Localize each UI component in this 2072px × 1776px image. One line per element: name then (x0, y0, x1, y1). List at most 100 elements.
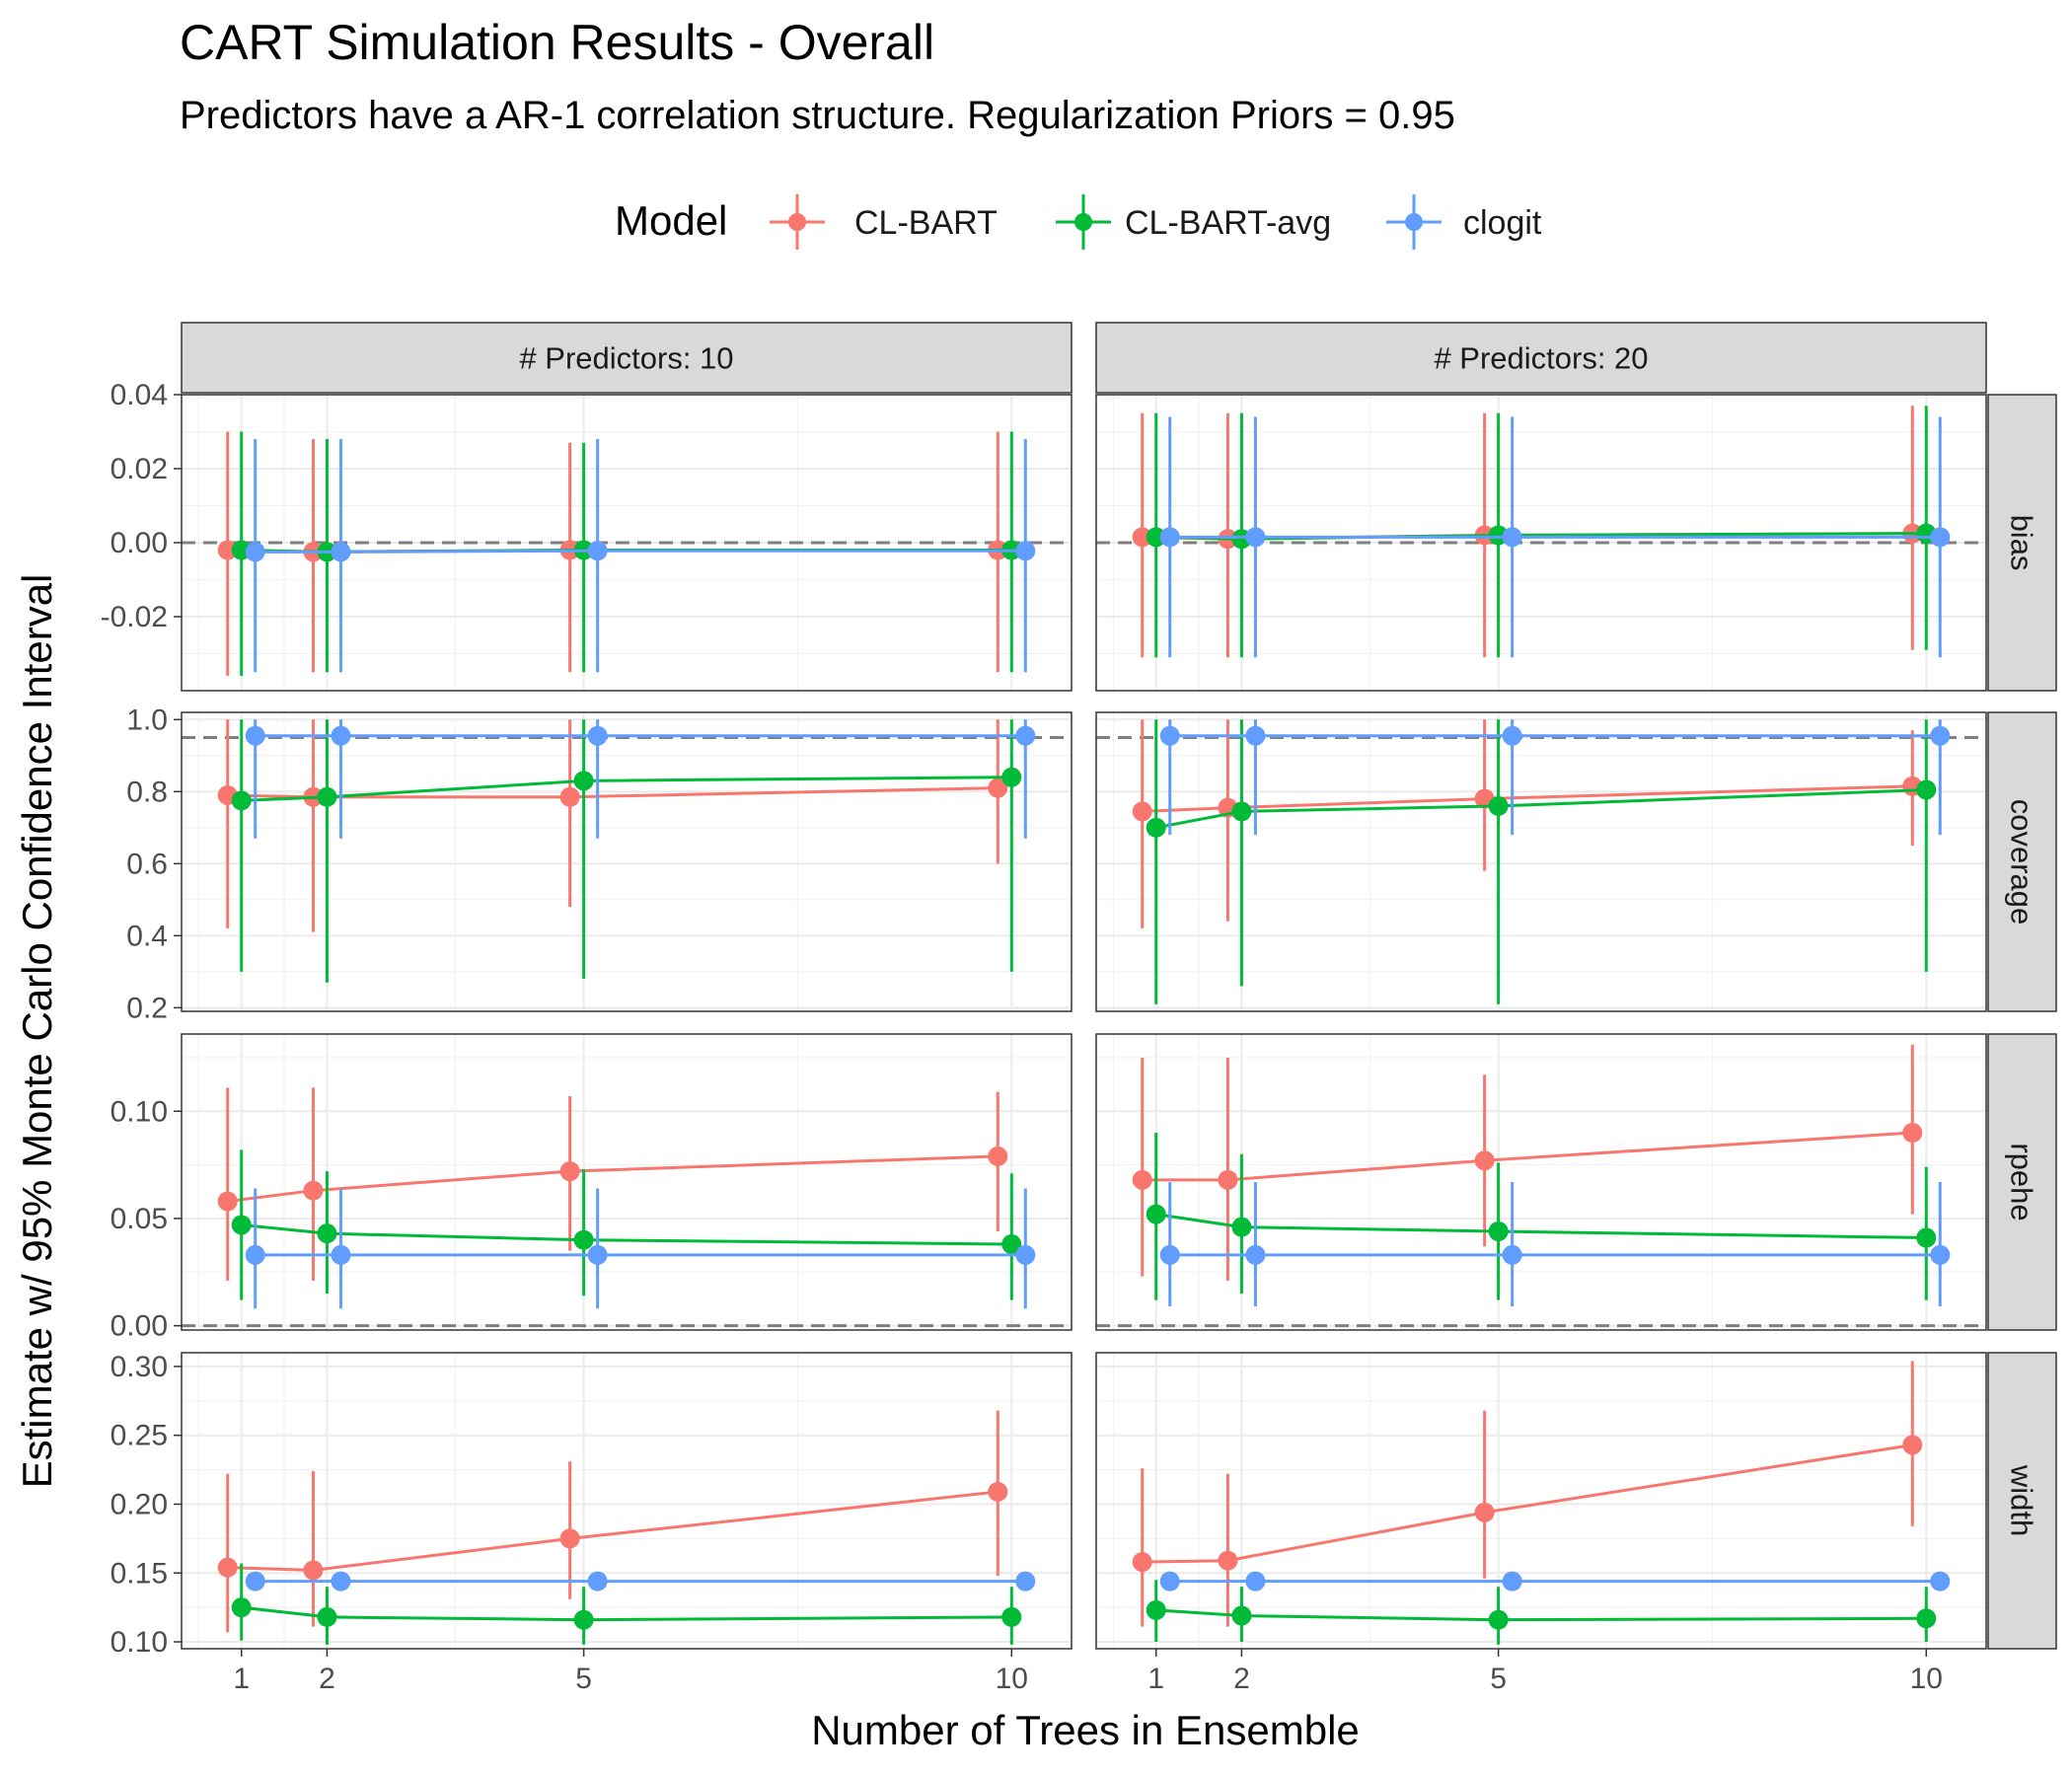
point-cl-bart (1132, 1552, 1152, 1573)
point-cl-bart-avg (1488, 1609, 1509, 1630)
y-tick-label: 1.0 (126, 703, 168, 736)
point-clogit (331, 1571, 351, 1591)
point-cl-bart-avg (1488, 1221, 1509, 1241)
point-clogit (331, 542, 351, 562)
y-tick-label: 0.05 (111, 1203, 168, 1235)
panel-background (182, 712, 1072, 1011)
point-clogit (1930, 725, 1951, 746)
panel-border (1095, 394, 1987, 692)
point-cl-bart (1218, 1169, 1238, 1190)
point-cl-bart (988, 1481, 1008, 1502)
legend-point (1405, 213, 1423, 231)
point-cl-bart-avg (317, 1223, 337, 1244)
point-clogit (1159, 1244, 1180, 1265)
point-clogit (245, 1244, 265, 1265)
y-tick-label: 0.10 (111, 1626, 168, 1659)
legend-label: clogit (1463, 204, 1542, 242)
point-cl-bart (988, 1146, 1008, 1166)
series-line-cl-bart-avg (241, 776, 1012, 802)
point-cl-bart (559, 1161, 580, 1182)
point-cl-bart-avg (1001, 767, 1022, 787)
point-cl-bart (1132, 801, 1152, 822)
point-cl-bart-avg (1146, 527, 1166, 548)
series-line-cl-bart-avg (1155, 1213, 1927, 1240)
point-cl-bart-avg (231, 1597, 252, 1618)
x-tick-label: 10 (996, 1663, 1028, 1695)
point-clogit (1159, 1571, 1180, 1591)
panels: 1 2 5 10 1 2 5 10 -0.02 0.00 0.02 0.04 0.2 0.4 0.6 0.8 1… (101, 379, 1987, 1695)
point-cl-bart (559, 1528, 580, 1549)
point-clogit (1159, 725, 1180, 746)
point-cl-bart-avg (231, 1215, 252, 1235)
column-strips: # Predictors: 10 # Predictors: 20 (181, 322, 1987, 394)
panel-data (1132, 1361, 1951, 1645)
point-clogit (1930, 1571, 1951, 1591)
point-clogit (587, 541, 608, 561)
point-cl-bart (303, 1180, 324, 1201)
panel-data (217, 431, 1036, 676)
panel-bias-1 (1095, 394, 1987, 692)
y-tick-label: 0.30 (111, 1351, 168, 1383)
panel-border (1095, 1033, 1987, 1331)
chart-subtitle: Predictors have a AR-1 correlation struc… (180, 94, 1455, 137)
point-clogit (587, 1571, 608, 1591)
panel-bias-0: -0.02 0.00 0.02 0.04 (101, 379, 1073, 692)
point-cl-bart-avg (1916, 1227, 1937, 1248)
point-clogit (331, 725, 351, 746)
panel-data (217, 1410, 1036, 1645)
series-line-cl-bart (227, 1490, 999, 1572)
point-cl-bart (1474, 1502, 1495, 1522)
panel-background (1096, 1353, 1986, 1649)
series-line-cl-bart-avg (241, 1222, 1012, 1246)
point-clogit (587, 1244, 608, 1265)
point-cl-bart (988, 777, 1008, 798)
point-clogit (587, 725, 608, 746)
point-clogit (245, 542, 265, 562)
point-clogit (1015, 1571, 1036, 1591)
y-tick-label: 0.10 (111, 1095, 168, 1128)
legend-point (1074, 213, 1092, 231)
column-strip (181, 322, 1073, 394)
point-cl-bart-avg (573, 1609, 594, 1630)
point-clogit (1245, 1571, 1266, 1591)
point-clogit (331, 1244, 351, 1265)
point-clogit (1015, 1244, 1036, 1265)
legend-title: Model (615, 197, 727, 244)
point-cl-bart-avg (1146, 817, 1166, 838)
series-line-cl-bart (1142, 784, 1913, 813)
point-cl-bart-avg (1488, 795, 1509, 816)
legend: CL-BART CL-BART-avg clogit (770, 194, 1542, 250)
row-strip-label: rpehe (2005, 1143, 2039, 1221)
series-line-cl-bart-avg (1155, 787, 1927, 830)
point-cl-bart (217, 1557, 238, 1578)
x-tick-label: 1 (1147, 1663, 1164, 1695)
panel-background (1096, 712, 1986, 1011)
panel-border (181, 1033, 1073, 1331)
y-tick-label: 0.20 (111, 1488, 168, 1520)
y-tick-label: 0.6 (126, 848, 168, 880)
point-clogit (1502, 1571, 1522, 1591)
panel-border (1095, 711, 1987, 1012)
row-strip-label: width (2005, 1464, 2039, 1536)
point-cl-bart (1902, 1435, 1923, 1455)
point-cl-bart (559, 786, 580, 807)
panel-width-0: 0.10 0.15 0.20 0.25 0.30 (111, 1351, 1073, 1659)
point-cl-bart (1218, 1550, 1238, 1571)
point-clogit (1245, 725, 1266, 746)
legend-label: CL-BART-avg (1125, 204, 1331, 242)
y-tick-label: 0.25 (111, 1420, 168, 1452)
row-strip (1987, 394, 2057, 692)
point-cl-bart-avg (1001, 1606, 1022, 1627)
point-cl-bart (1132, 1169, 1152, 1190)
y-tick-label: 0.02 (111, 453, 168, 485)
x-tick-label: 10 (1910, 1663, 1943, 1695)
panel-data (1132, 406, 1951, 658)
point-cl-bart-avg (573, 1229, 594, 1250)
series-line-cl-bart-avg (241, 1605, 1012, 1622)
panel-width-1 (1095, 1352, 1987, 1650)
row-strip-label: bias (2005, 515, 2039, 571)
y-tick-label: 0.2 (126, 992, 168, 1024)
point-cl-bart-avg (317, 1606, 337, 1627)
point-clogit (1015, 725, 1036, 746)
point-cl-bart-avg (1231, 1217, 1252, 1237)
